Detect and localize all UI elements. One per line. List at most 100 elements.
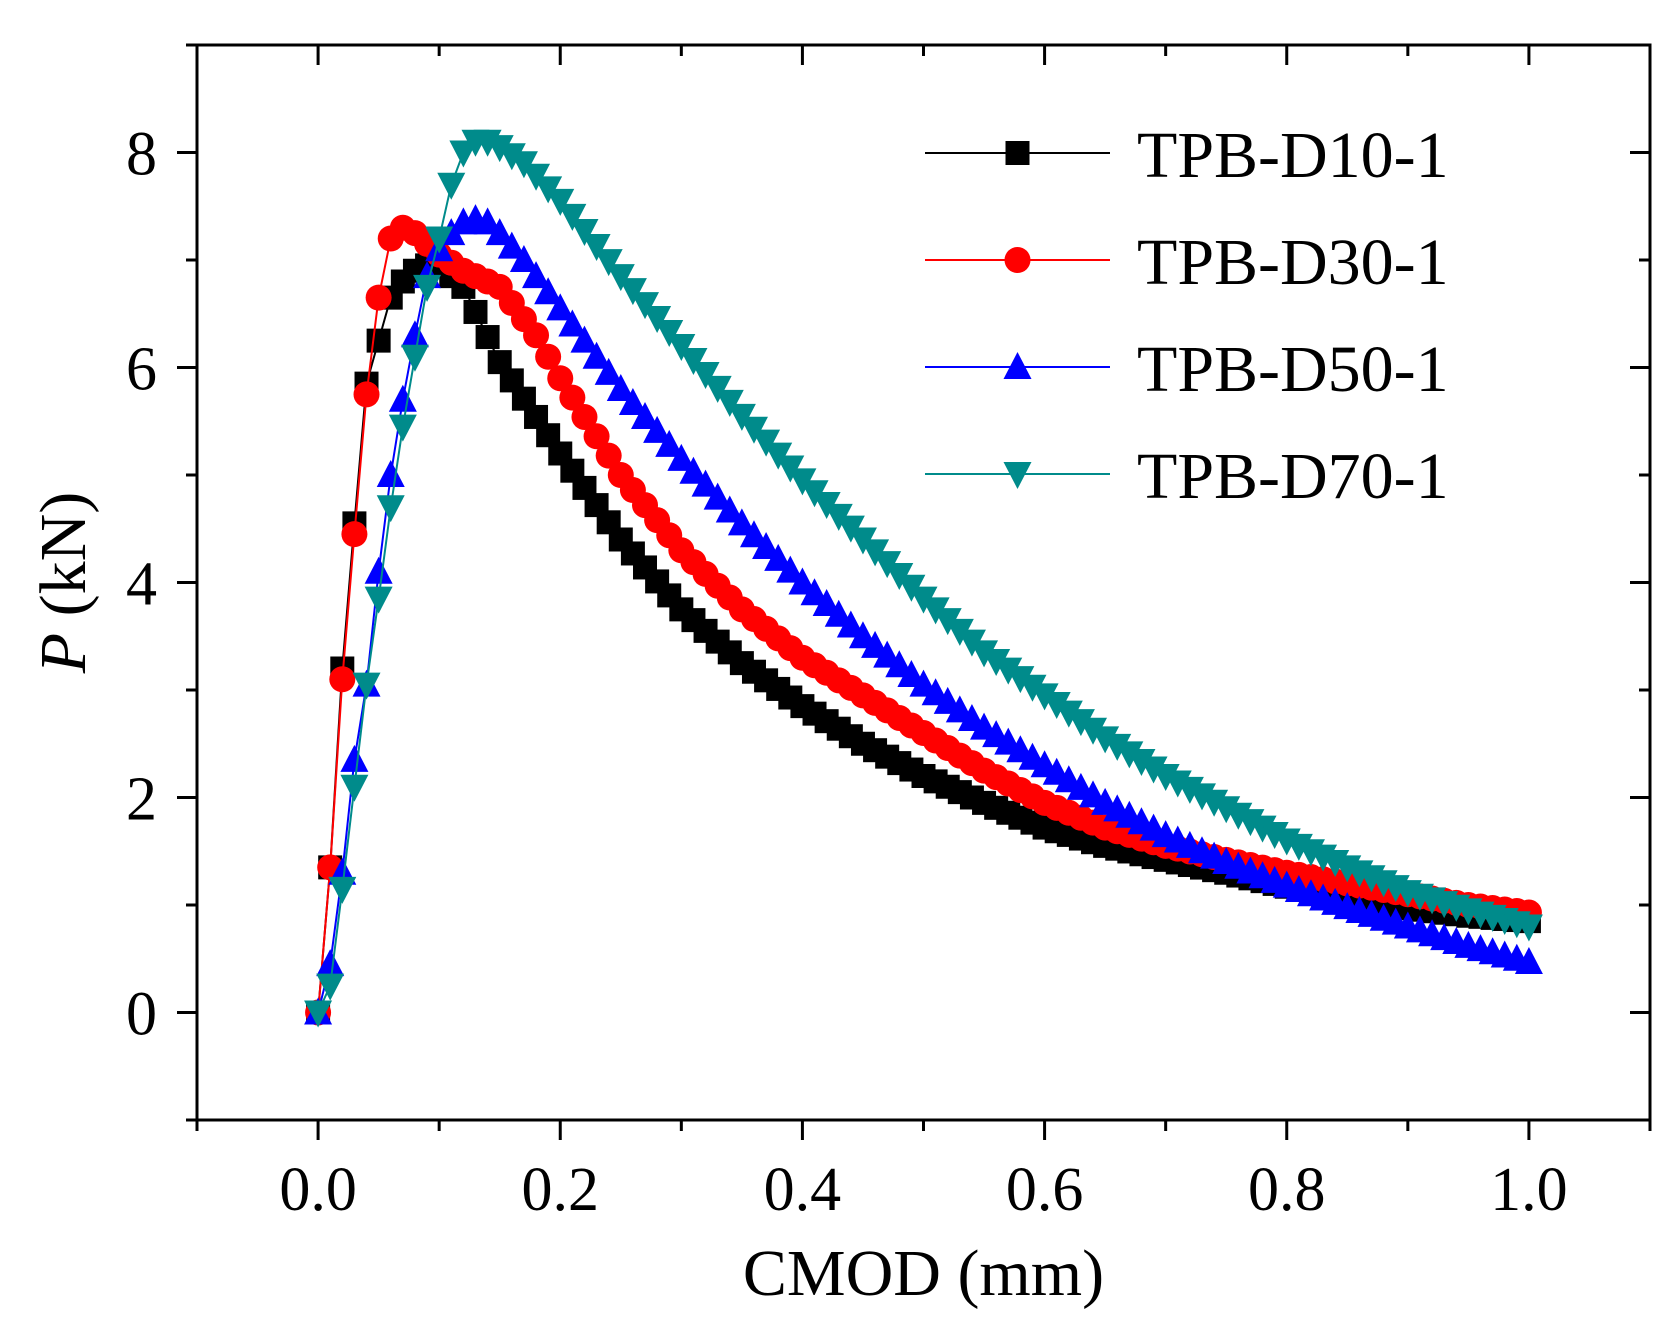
y-tick-label: 0 xyxy=(126,981,157,1049)
data-point xyxy=(1066,709,1095,737)
x-axis-title: CMOD (mm) xyxy=(743,1237,1104,1310)
data-point xyxy=(667,443,696,471)
legend-label: TPB-D50-1 xyxy=(1137,333,1449,406)
tick-labels: 0.0 0.2 0.4 0.6 0.8 1.0 0 2 4 6 8 xyxy=(126,121,1568,1225)
data-point xyxy=(655,429,684,457)
legend-item: TPB-D10-1 xyxy=(925,119,1449,192)
y-tick-label: 2 xyxy=(126,766,157,834)
data-point xyxy=(788,567,817,595)
y-axis-unit: (kN) xyxy=(27,492,100,633)
data-point xyxy=(316,973,345,1001)
data-point xyxy=(994,657,1023,685)
data-point xyxy=(1103,733,1132,761)
series-tpb-d70-1 xyxy=(304,129,1543,1028)
data-point xyxy=(752,532,781,560)
legend-label: TPB-D30-1 xyxy=(1137,226,1449,299)
data-point xyxy=(352,672,381,700)
data-point xyxy=(800,578,829,606)
data-point xyxy=(570,218,599,246)
data-point xyxy=(691,469,720,497)
x-tick-label: 0.0 xyxy=(279,1156,357,1224)
data-point xyxy=(1514,914,1543,942)
data-point xyxy=(425,226,454,254)
data-point xyxy=(594,357,623,385)
data-point xyxy=(353,381,380,408)
legend-marker xyxy=(1003,352,1032,379)
data-point xyxy=(558,203,587,231)
data-point xyxy=(365,284,392,311)
data-point xyxy=(400,344,429,372)
y-tick-label: 8 xyxy=(126,121,157,189)
data-point xyxy=(812,589,841,616)
data-point xyxy=(739,520,768,548)
data-point xyxy=(970,640,999,668)
data-point xyxy=(534,277,563,305)
y-tick-label: 6 xyxy=(126,336,157,404)
data-point xyxy=(463,299,488,324)
series-layer xyxy=(304,129,1543,1028)
data-point xyxy=(341,521,368,548)
data-point xyxy=(667,334,696,361)
legend-label: TPB-D70-1 xyxy=(1137,440,1449,513)
x-tick-label: 0.6 xyxy=(1006,1156,1084,1224)
data-point xyxy=(618,278,647,306)
x-tick-label: 1.0 xyxy=(1490,1156,1568,1224)
legend: TPB-D10-1 TPB-D30-1 TPB-D50-1 TPB-D70-1 xyxy=(925,119,1449,513)
data-point xyxy=(631,292,660,320)
data-point xyxy=(1030,683,1059,711)
data-point xyxy=(499,368,524,393)
data-point xyxy=(583,423,610,450)
legend-marker xyxy=(1003,462,1032,489)
data-point xyxy=(679,456,708,484)
data-point xyxy=(643,306,672,334)
data-point xyxy=(1139,756,1168,784)
legend-marker xyxy=(1005,141,1030,165)
data-point xyxy=(679,347,708,375)
data-point xyxy=(522,261,551,289)
data-point xyxy=(497,231,526,259)
legend-item: TPB-D70-1 xyxy=(925,440,1449,513)
data-point xyxy=(546,293,575,321)
data-point xyxy=(559,384,586,411)
data-point xyxy=(388,414,417,442)
data-point xyxy=(606,374,635,401)
x-tick-label: 0.8 xyxy=(1248,1156,1326,1224)
data-point xyxy=(1006,666,1035,694)
data-point xyxy=(316,949,345,977)
data-point xyxy=(485,218,514,246)
data-point xyxy=(715,389,744,417)
data-point xyxy=(703,375,732,403)
data-point xyxy=(1091,726,1120,754)
data-point xyxy=(376,495,405,523)
data-point xyxy=(606,264,635,292)
data-point xyxy=(582,234,611,262)
data-point xyxy=(1514,946,1543,974)
data-point xyxy=(776,555,805,583)
legend-item: TPB-D50-1 xyxy=(925,333,1449,406)
x-tick-label: 0.2 xyxy=(522,1156,600,1224)
data-point xyxy=(594,249,623,277)
data-point xyxy=(497,143,526,171)
data-point xyxy=(1115,741,1144,769)
data-point xyxy=(571,403,598,430)
data-point xyxy=(546,188,575,216)
data-point xyxy=(475,325,500,350)
y-axis-variable: P xyxy=(27,633,100,674)
data-point xyxy=(1018,674,1047,702)
data-point xyxy=(485,135,514,163)
axis-ticks xyxy=(177,43,1652,1140)
data-point xyxy=(340,744,369,772)
data-point xyxy=(413,274,442,302)
data-point xyxy=(535,343,562,370)
y-tick-label: 4 xyxy=(126,551,157,619)
data-point xyxy=(473,207,502,235)
data-point xyxy=(595,442,622,469)
data-point xyxy=(1054,700,1083,728)
data-point xyxy=(824,599,853,627)
legend-item: TPB-D30-1 xyxy=(925,226,1449,299)
data-point xyxy=(328,876,357,904)
data-point xyxy=(1127,748,1156,776)
data-point xyxy=(449,140,478,168)
data-point xyxy=(1042,691,1071,719)
